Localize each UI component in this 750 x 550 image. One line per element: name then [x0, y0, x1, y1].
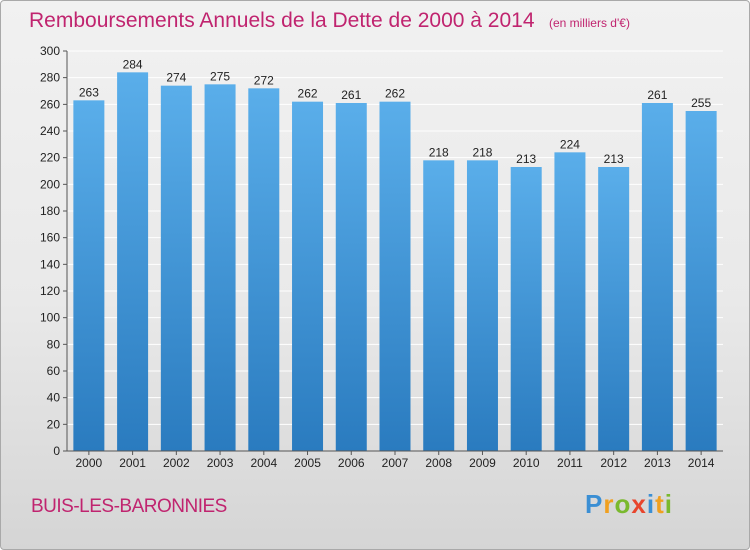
- y-tick-label: 200: [40, 177, 60, 191]
- logo-letter: i: [664, 489, 673, 519]
- x-tick-label: 2003: [207, 456, 234, 470]
- chart-unit: (en milliers d'€): [548, 16, 630, 30]
- data-label: 284: [123, 57, 143, 71]
- bar: [466, 160, 498, 452]
- y-tick-label: 300: [40, 44, 60, 58]
- bar: [117, 72, 149, 451]
- data-label: 261: [647, 88, 667, 102]
- bar: [335, 103, 367, 451]
- y-tick-label: 180: [40, 204, 60, 218]
- y-tick-label: 160: [40, 231, 60, 245]
- bar: [248, 88, 280, 451]
- proxiti-logo: Proxiti: [585, 489, 673, 520]
- logo-letter: o: [614, 489, 632, 519]
- logo-letter: r: [603, 489, 615, 519]
- commune-name: BUIS-LES-BARONNIES: [31, 496, 227, 517]
- data-label: 262: [385, 87, 405, 101]
- x-tick-label: 2008: [425, 456, 452, 470]
- data-label: 274: [166, 71, 186, 85]
- y-tick-label: 260: [40, 97, 60, 111]
- x-tick-label: 2012: [600, 456, 627, 470]
- data-label: 275: [210, 69, 230, 83]
- x-tick-label: 2000: [76, 456, 103, 470]
- data-label: 218: [472, 145, 492, 159]
- x-tick-label: 2006: [338, 456, 365, 470]
- chart-title: Remboursements Annuels de la Dette de 20…: [29, 9, 535, 32]
- y-tick-label: 100: [40, 311, 60, 325]
- bar: [510, 167, 542, 451]
- data-label: 213: [604, 152, 624, 166]
- x-tick-label: 2010: [513, 456, 540, 470]
- bar: [423, 160, 455, 452]
- y-tick-label: 120: [40, 284, 60, 298]
- y-tick-label: 140: [40, 257, 60, 271]
- x-tick-label: 2011: [557, 456, 583, 470]
- x-tick-label: 2002: [163, 456, 190, 470]
- bar: [73, 100, 105, 451]
- data-label: 213: [516, 152, 536, 166]
- logo-letter: x: [631, 489, 647, 519]
- bar: [641, 103, 673, 451]
- logo-letter: t: [655, 489, 665, 519]
- logo-letter: P: [585, 489, 604, 519]
- x-tick-label: 2014: [688, 456, 715, 470]
- x-tick-label: 2005: [294, 456, 321, 470]
- y-tick-label: 280: [40, 71, 60, 85]
- bar: [160, 85, 192, 452]
- x-tick-label: 2001: [119, 456, 146, 470]
- y-tick-label: 80: [47, 337, 61, 351]
- data-label: 262: [298, 87, 318, 101]
- bar: [292, 101, 324, 452]
- bar: [554, 152, 586, 452]
- x-tick-label: 2013: [644, 456, 671, 470]
- data-label: 224: [560, 137, 580, 151]
- data-label: 255: [691, 96, 711, 110]
- bar: [598, 167, 630, 451]
- x-tick-label: 2007: [382, 456, 409, 470]
- bar: [379, 101, 411, 452]
- x-tick-label: 2009: [469, 456, 496, 470]
- y-tick-label: 220: [40, 151, 60, 165]
- bar: [685, 111, 717, 451]
- x-tick-label: 2004: [250, 456, 277, 470]
- bar: [204, 84, 236, 451]
- y-tick-label: 60: [47, 364, 61, 378]
- y-tick-label: 0: [53, 444, 60, 458]
- logo-letter: i: [646, 489, 656, 519]
- data-label: 263: [79, 85, 99, 99]
- y-tick-label: 20: [47, 417, 61, 431]
- y-tick-label: 240: [40, 124, 60, 138]
- data-label: 261: [341, 88, 361, 102]
- data-label: 218: [429, 145, 449, 159]
- title-block: Remboursements Annuels de la Dette de 20…: [29, 9, 630, 33]
- data-label: 272: [254, 73, 274, 87]
- y-tick-label: 40: [47, 391, 61, 405]
